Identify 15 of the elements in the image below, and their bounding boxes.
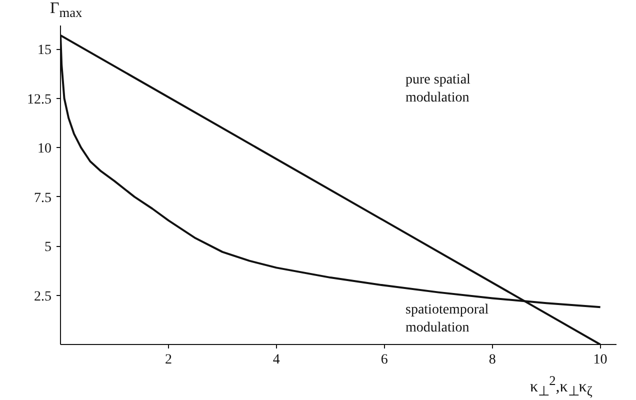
y-tick-label: 2.5	[34, 289, 52, 304]
annotation: pure spatial modulation	[406, 72, 471, 106]
x-tick-label: 6	[380, 352, 388, 368]
x-tick-label: 2	[164, 352, 172, 368]
y-axis-title: Γ$_{max}$	[50, 0, 82, 22]
x-tick-label: 8	[488, 352, 496, 368]
x-tick-label: 4	[272, 352, 280, 368]
y-tick-label: 5	[44, 240, 52, 256]
y-tick-label: 10	[38, 142, 52, 157]
annotation: spatiotemporal modulation	[406, 302, 489, 336]
y-tick-label: 12.5	[27, 92, 52, 108]
x-tick-label: 10	[593, 352, 608, 368]
y-tick-label: 15	[38, 43, 52, 58]
y-tick-label: 7.5	[34, 190, 52, 206]
x-axis-title: κ$_{⊥}$$^{2}$,κ$_{⊥}$κ$_{ζ}$	[530, 372, 592, 400]
